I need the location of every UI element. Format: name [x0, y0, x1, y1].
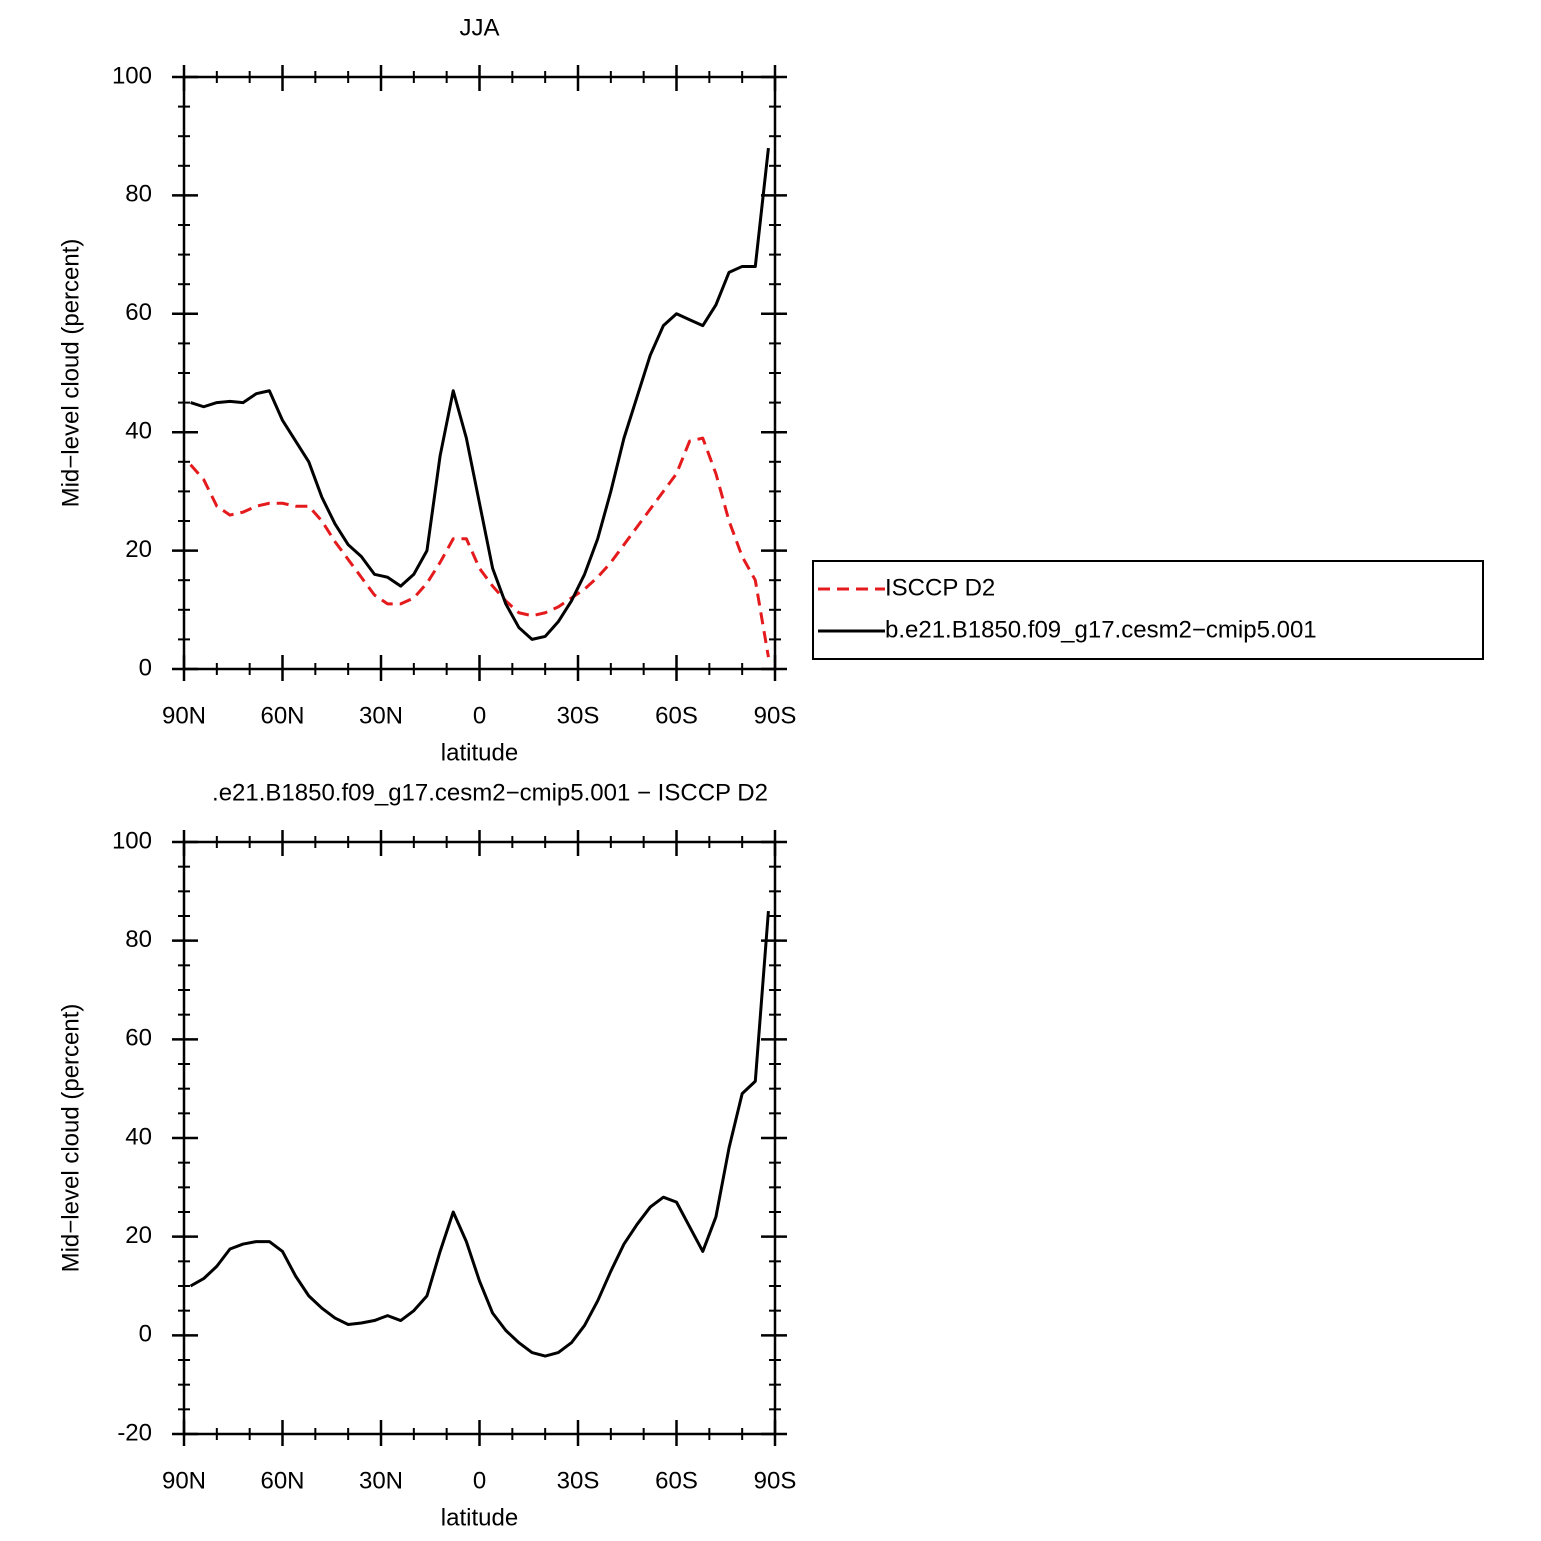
chart-title: .e21.B1850.f09_g17.cesm2−cmip5.001 − ISC… [212, 779, 768, 806]
data-line [189, 436, 770, 658]
y-tick-label: 20 [125, 536, 152, 563]
plot-frame [182, 840, 777, 1436]
y-tick-label: -20 [117, 1419, 152, 1446]
x-tick-label: 60N [260, 702, 304, 729]
x-tick-label: 60S [655, 702, 698, 729]
y-tick-label: 0 [139, 654, 152, 681]
y-tick-label: 100 [112, 62, 152, 89]
x-axis-label: latitude [441, 1504, 518, 1531]
y-tick-label: 80 [125, 181, 152, 208]
legend-box [812, 560, 1484, 660]
y-axis-label: Mid−level cloud (percent) [57, 239, 84, 508]
y-tick-label: 60 [125, 299, 152, 326]
plot-frame [182, 75, 777, 671]
x-axis-label: latitude [441, 739, 518, 766]
x-tick-label: 90N [162, 1467, 206, 1494]
x-tick-label: 60N [260, 1467, 304, 1494]
x-tick-label: 0 [473, 702, 486, 729]
x-tick-label: 60S [655, 1467, 698, 1494]
y-tick-label: 40 [125, 1123, 152, 1150]
data-line [189, 910, 770, 1358]
x-tick-label: 90S [754, 702, 797, 729]
y-tick-label: 60 [125, 1025, 152, 1052]
x-tick-label: 30N [359, 702, 403, 729]
y-tick-label: 20 [125, 1222, 152, 1249]
legend-label: ISCCP D2 [885, 574, 995, 601]
legend-label: b.e21.B1850.f09_g17.cesm2−cmip5.001 [885, 616, 1317, 643]
x-tick-label: 30N [359, 1467, 403, 1494]
x-tick-label: 0 [473, 1467, 486, 1494]
y-tick-label: 80 [125, 926, 152, 953]
x-tick-label: 90N [162, 702, 206, 729]
y-tick-label: 100 [112, 827, 152, 854]
y-axis-label: Mid−level cloud (percent) [57, 1004, 84, 1273]
y-tick-label: 0 [139, 1321, 152, 1348]
chart-title: JJA [459, 14, 499, 41]
x-tick-label: 90S [754, 1467, 797, 1494]
y-tick-label: 40 [125, 418, 152, 445]
data-line [190, 147, 770, 641]
x-tick-label: 30S [557, 1467, 600, 1494]
x-tick-label: 30S [557, 702, 600, 729]
